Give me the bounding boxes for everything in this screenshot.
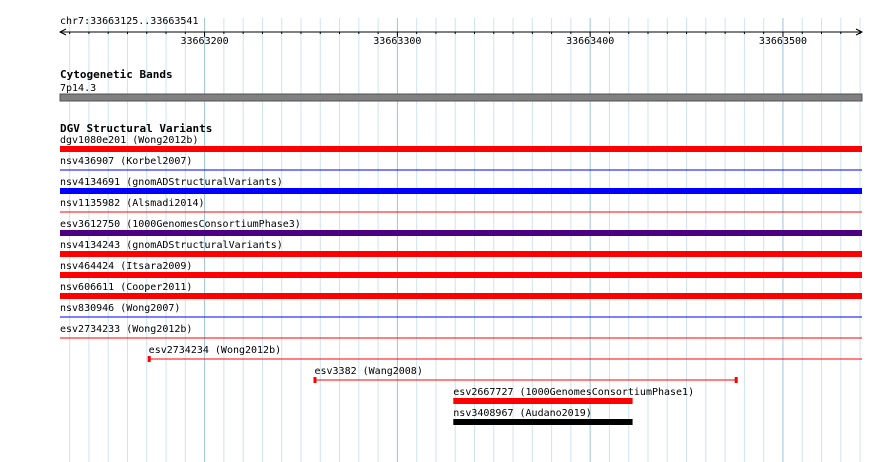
dgv-feature-bar[interactable] [60,293,862,299]
cytoband-track-title: Cytogenetic Bands [60,68,173,81]
ruler[interactable]: chr7:33663125..33663541 33663200 33663300… [58,16,864,47]
ruler-tick-label: 33663500 [759,36,807,47]
cytoband-label: 7p14.3 [60,83,96,94]
dgv-feature-label: esv2734234 (Wong2012b) [149,345,281,356]
dgv-feature-label: nsv606611 (Cooper2011) [60,282,192,293]
dgv-feature-label: esv3382 (Wang2008) [314,366,422,377]
dgv-feature[interactable]: esv3612750 (1000GenomesConsortiumPhase3) [60,219,862,236]
dgv-feature[interactable]: nsv606611 (Cooper2011) [60,282,862,299]
ruler-ticks: 33663200 33663300 33663400 33663500 [69,32,861,47]
dgv-feature-label: nsv464424 (Itsara2009) [60,261,192,272]
dgv-feature-label: nsv4134691 (gnomADStructuralVariants) [60,177,283,188]
dgv-feature[interactable]: nsv4134243 (gnomADStructuralVariants) [60,240,862,257]
cytoband-track[interactable]: Cytogenetic Bands 7p14.3 [59,68,863,102]
dgv-feature-bar[interactable] [60,146,862,152]
dgv-feature-label: dgv1080e201 (Wong2012b) [60,135,198,146]
dgv-feature-label: nsv1135982 (Alsmadi2014) [60,198,205,209]
dgv-feature[interactable]: esv2667727 (1000GenomesConsortiumPhase1) [453,387,694,404]
grid-lines [69,18,861,462]
dgv-feature[interactable]: nsv4134691 (gnomADStructuralVariants) [60,177,862,194]
dgv-track-title: DGV Structural Variants [60,122,212,135]
dgv-feature[interactable]: nsv830946 (Wong2007) [60,303,862,318]
ruler-location: chr7:33663125..33663541 [60,16,198,27]
dgv-feature[interactable]: dgv1080e201 (Wong2012b) [60,135,862,152]
dgv-feature-bar[interactable] [453,398,633,404]
ruler-tick-label: 33663200 [181,36,229,47]
dgv-feature-label: esv2734233 (Wong2012b) [60,324,192,335]
dgv-feature-label: nsv436907 (Korbel2007) [60,156,192,167]
dgv-feature-cap-left [313,377,317,383]
ruler-right-arrow-icon [855,28,864,36]
dgv-feature-bar[interactable] [60,230,862,236]
ruler-left-arrow-icon [58,28,67,36]
dgv-feature-label: esv2667727 (1000GenomesConsortiumPhase1) [453,387,694,398]
dgv-features: dgv1080e201 (Wong2012b) nsv436907 (Korbel… [60,135,862,425]
dgv-feature[interactable]: nsv436907 (Korbel2007) [60,156,862,171]
ruler-tick-label: 33663400 [566,36,614,47]
dgv-feature-cap-right [734,377,738,383]
dgv-feature[interactable]: esv3382 (Wang2008) [313,366,738,383]
dgv-feature-bar[interactable] [60,251,862,257]
dgv-feature-bar[interactable] [60,188,862,194]
cytoband-band[interactable] [59,93,863,102]
ruler-tick-label: 33663300 [373,36,421,47]
dgv-feature-label: esv3612750 (1000GenomesConsortiumPhase3) [60,219,301,230]
dgv-feature-bar[interactable] [453,419,633,425]
dgv-feature-label: nsv830946 (Wong2007) [60,303,180,314]
dgv-feature-label: nsv4134243 (gnomADStructuralVariants) [60,240,283,251]
dgv-feature-cap-left [147,356,151,362]
dgv-feature[interactable]: esv2734233 (Wong2012b) [60,324,862,339]
dgv-track[interactable]: DGV Structural Variants dgv1080e201 (Won… [60,122,862,425]
dgv-feature-bar[interactable] [60,272,862,278]
dgv-feature[interactable]: nsv1135982 (Alsmadi2014) [60,198,862,213]
dgv-feature[interactable]: esv2734234 (Wong2012b) [147,345,862,362]
dgv-feature-label: nsv3408967 (Audano2019) [453,408,591,419]
dgv-feature[interactable]: nsv3408967 (Audano2019) [453,408,633,425]
dgv-feature[interactable]: nsv464424 (Itsara2009) [60,261,862,278]
